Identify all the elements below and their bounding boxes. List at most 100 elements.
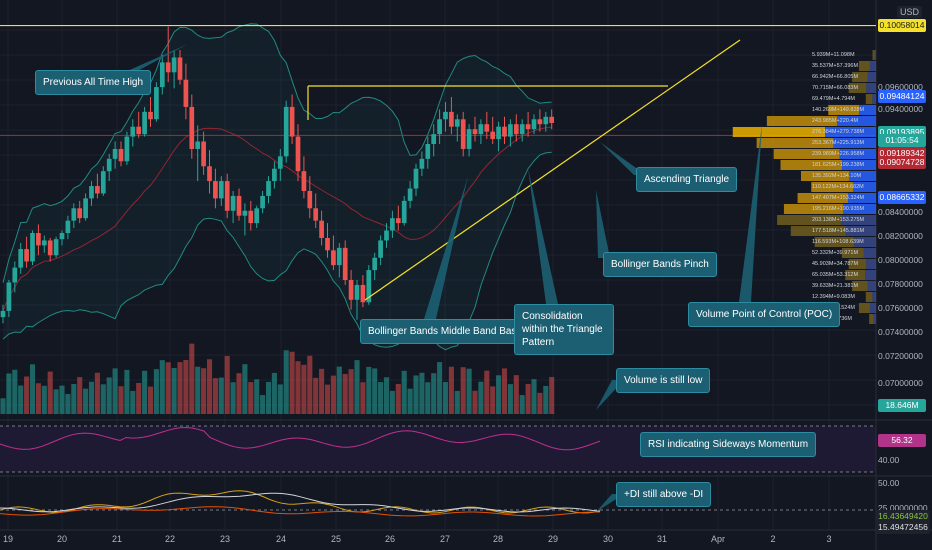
volume-bar	[289, 351, 295, 414]
volume-bar	[283, 350, 289, 414]
candle-body	[41, 240, 47, 246]
volume-bar	[319, 368, 325, 414]
volume-profile-down	[866, 259, 876, 269]
candle-body	[18, 249, 24, 268]
candle-body	[177, 57, 183, 80]
volume-bar	[442, 382, 449, 414]
candle-body	[513, 124, 519, 135]
y-axis-label: 0.08000000	[878, 255, 923, 265]
candle-body	[0, 310, 6, 318]
x-axis-label: 28	[492, 534, 504, 544]
currency-label[interactable]: USD	[897, 6, 923, 18]
volume-bar	[24, 376, 30, 414]
candle-body	[248, 210, 254, 224]
candle-body	[24, 249, 29, 262]
candle-body	[289, 106, 295, 137]
candle-body	[130, 126, 136, 137]
volume-bar	[130, 390, 136, 414]
volume-bar	[77, 377, 83, 414]
candle-body	[466, 129, 472, 149]
volume-bar	[389, 390, 395, 414]
candle-body	[496, 126, 501, 140]
price-tag: 01:05:54	[878, 133, 926, 147]
volume-profile-label: 181.625M+199.238M	[812, 162, 865, 168]
volume-bar	[100, 384, 106, 414]
volume-profile-up	[780, 160, 843, 170]
volume-profile-label: 203.138M+153.275M	[812, 217, 865, 223]
candle-body	[47, 240, 53, 256]
x-axis-label: 20	[56, 534, 68, 544]
volume-profile-down	[839, 149, 876, 159]
candle-body	[124, 136, 130, 162]
volume-profile-up	[797, 193, 849, 203]
candle-body	[218, 181, 224, 199]
volume-bar	[478, 381, 484, 414]
x-axis-label: 21	[111, 534, 123, 544]
candle-body	[260, 195, 265, 209]
volume-bar	[324, 384, 331, 414]
volume-profile-down	[845, 226, 876, 236]
volume-profile-up	[783, 204, 844, 214]
annotation-label: Bollinger Bands Middle Band Basis	[360, 319, 532, 344]
price-tag: 0.09484124	[878, 90, 926, 104]
x-axis-label: 29	[547, 534, 559, 544]
volume-profile-down	[863, 248, 876, 258]
candle-body	[419, 158, 425, 169]
volume-bar	[425, 382, 431, 414]
annotation-pointer	[116, 44, 188, 76]
volume-bar	[189, 343, 195, 414]
candle-body	[118, 148, 124, 162]
volume-bar	[537, 392, 543, 414]
volume-profile-label: 116.593M+108.639M	[812, 239, 864, 245]
volume-profile-up	[790, 226, 846, 236]
volume-profile-up	[872, 50, 875, 60]
candle-body	[336, 247, 342, 266]
candle-body	[384, 230, 389, 241]
candle-body	[502, 126, 507, 137]
candle-body	[390, 218, 395, 231]
y-axis-label: 0.07000000	[878, 378, 923, 388]
annotation-label: Bollinger Bands Pinch	[603, 252, 717, 277]
x-axis-label: 19	[2, 534, 14, 544]
volume-bar	[519, 395, 525, 414]
volume-bar	[354, 360, 360, 414]
volume-tag: 18.646M	[878, 399, 926, 412]
volume-bar	[59, 385, 65, 414]
volume-profile-down	[843, 204, 876, 214]
annotation-pointer	[739, 124, 762, 302]
y-axis-label: 0.07200000	[878, 351, 923, 361]
candle-body	[195, 141, 201, 149]
candle-body	[407, 188, 413, 201]
candle-body	[378, 240, 383, 258]
volume-profile-down	[873, 314, 876, 324]
volume-profile-up	[841, 248, 864, 258]
candle-body	[242, 210, 248, 216]
candle-body	[83, 198, 88, 219]
volume-profile-up	[777, 215, 841, 225]
candle-body	[460, 119, 466, 149]
volume-profile-up	[766, 116, 838, 126]
bollinger-fill	[3, 23, 552, 350]
candle-body	[307, 190, 313, 209]
candle-body	[348, 280, 354, 300]
volume-profile-up	[852, 72, 868, 82]
volume-bar	[224, 355, 230, 414]
volume-bar	[118, 386, 124, 414]
volume-profile-up	[858, 61, 870, 71]
volume-bar	[466, 368, 472, 414]
y-axis-label: 0.08200000	[878, 231, 923, 241]
volume-bar	[313, 377, 319, 414]
volume-bar	[277, 384, 283, 414]
volume-bar	[513, 375, 519, 414]
volume-bar	[112, 368, 118, 414]
volume-profile-down	[837, 116, 876, 126]
volume-bar	[348, 369, 354, 414]
volume-bar	[501, 368, 508, 414]
y-axis-label: 0.09600000	[878, 82, 923, 92]
volume-profile-label: 70.715M+66.083M	[812, 85, 859, 91]
candle-body	[224, 181, 230, 211]
dmi-axis-label: 25.00000000	[878, 503, 928, 513]
volume-profile-label: 140.269M+149.828M	[812, 107, 865, 113]
annotation-label: Volume is still low	[616, 368, 711, 393]
candle-body	[549, 116, 555, 123]
